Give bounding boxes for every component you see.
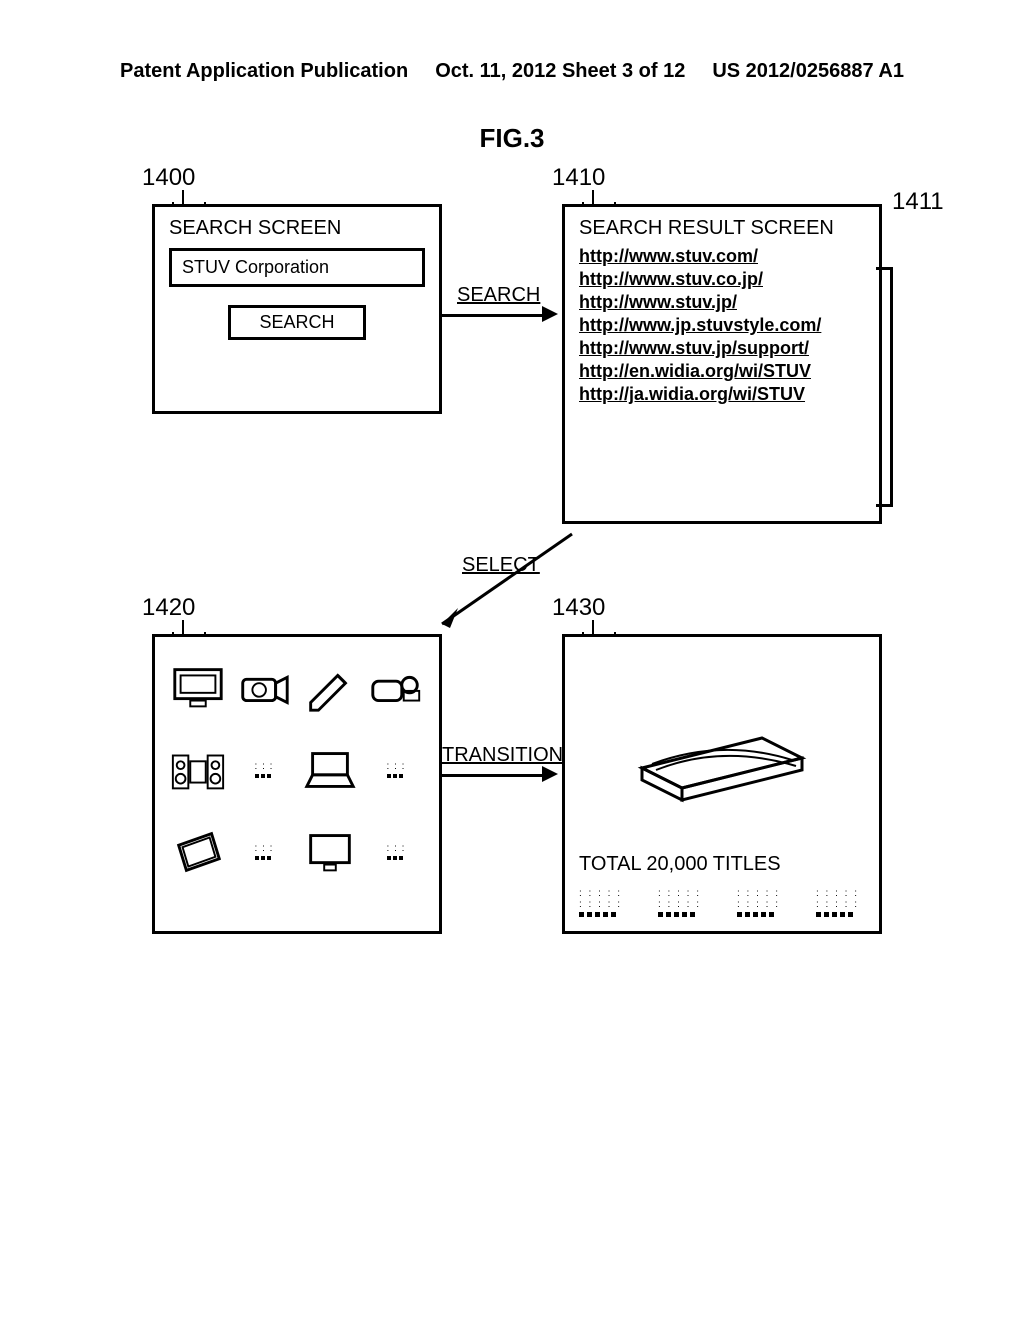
arrow-select [422,524,582,644]
product-icon-tablet [169,815,227,889]
result-link[interactable]: http://www.stuv.co.jp/ [579,269,865,290]
result-link[interactable]: http://www.stuv.jp/ [579,292,865,313]
product-icon-monitor [301,815,359,889]
title-thumb: : : : : :: : : : : [658,888,707,917]
figure-diagram: 1400 1410 1401 1402 1420 1430 1411 SEARC… [122,164,902,984]
ref-1400: 1400 [142,164,195,192]
arrow-line [442,314,542,317]
title-thumb: : : : : :: : : : : [579,888,628,917]
bracket-1411 [872,267,893,507]
product-icon-laptop [301,733,359,807]
title-thumb: : : : : :: : : : : [816,888,865,917]
title-thumb: : : : : :: : : : : [737,888,786,917]
header-mid: Oct. 11, 2012 Sheet 3 of 12 [435,60,685,83]
ref-1420: 1420 [142,594,195,622]
result-link[interactable]: http://ja.widia.org/wi/STUV [579,384,865,405]
arrow-transition-label: TRANSITION [442,744,563,767]
search-input[interactable]: STUV Corporation [169,248,425,287]
product-placeholder: : : : [367,733,425,807]
result-link[interactable]: http://www.stuv.jp/support/ [579,338,865,359]
panel-console: TOTAL 20,000 TITLES : : : : :: : : : : :… [562,634,882,934]
product-icon-stereo [169,733,227,807]
product-icon-camera [235,651,293,725]
product-placeholder: : : : [367,815,425,889]
arrow-search-label: SEARCH [457,284,540,307]
panel-1410-title: SEARCH RESULT SCREEN [579,217,865,240]
product-placeholder: : : : [235,815,293,889]
panel-1400-title: SEARCH SCREEN [169,217,425,240]
product-icon-tv [169,651,227,725]
arrow-line [442,774,542,777]
header-left: Patent Application Publication [120,60,408,83]
search-button[interactable]: SEARCH [228,305,366,340]
result-link[interactable]: http://www.stuv.com/ [579,246,865,267]
panel-search-results: SEARCH RESULT SCREEN http://www.stuv.com… [562,204,882,524]
title-thumbnails: : : : : :: : : : : : : : : :: : : : : : … [579,888,865,917]
figure-label: FIG.3 [120,123,904,154]
ref-1411: 1411 [892,188,944,216]
panel-search-screen: SEARCH SCREEN STUV Corporation SEARCH [152,204,442,414]
panel-products: : : : : : : [152,634,442,934]
result-link[interactable]: http://www.jp.stuvstyle.com/ [579,315,865,336]
product-icon-camcorder [367,651,425,725]
result-link[interactable]: http://en.widia.org/wi/STUV [579,361,865,382]
arrow-head-icon [542,766,558,782]
ref-1410: 1410 [552,164,605,192]
header-right: US 2012/0256887 A1 [712,60,904,83]
console-icon [622,688,822,808]
product-icon-pen [301,651,359,725]
arrow-head-icon [542,306,558,322]
total-titles: TOTAL 20,000 TITLES [579,853,865,876]
product-placeholder: : : : [235,733,293,807]
